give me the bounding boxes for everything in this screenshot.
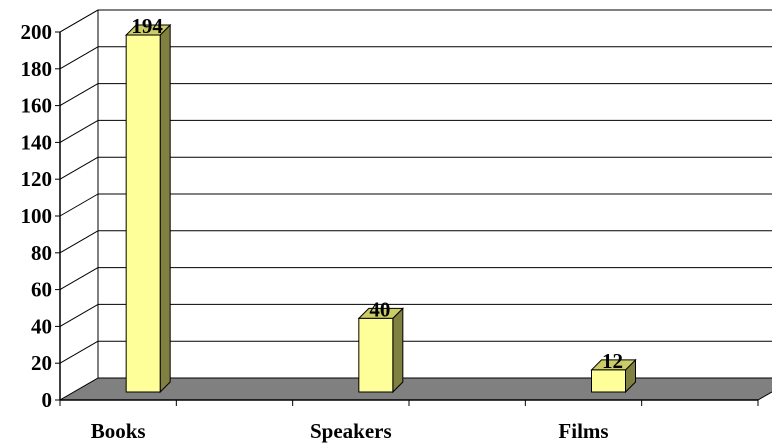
side-gridline [59, 156, 99, 180]
y-tick-label: 40 [31, 314, 52, 338]
side-gridline [59, 303, 99, 327]
gridlines [59, 9, 772, 364]
y-tick-label: 160 [21, 94, 53, 118]
side-gridline [59, 193, 99, 217]
bar-films [590, 358, 637, 394]
side-gridline [59, 46, 99, 70]
category-label: Speakers [310, 419, 392, 443]
bar-side-face [159, 23, 171, 394]
y-tick-label: 0 [42, 388, 53, 412]
data-label: 194 [131, 14, 163, 38]
bar-front-face [358, 317, 394, 393]
y-tick-label: 140 [21, 130, 53, 154]
side-gridline [59, 230, 99, 254]
y-tick-label: 60 [31, 278, 52, 302]
data-label: 12 [602, 349, 623, 373]
bar-side-face [392, 307, 404, 394]
bars [124, 23, 637, 394]
side-gridline [59, 267, 99, 291]
data-label: 40 [369, 297, 390, 321]
y-tick-label: 200 [21, 20, 53, 44]
y-tick-label: 100 [21, 204, 53, 228]
bar-books [124, 23, 172, 394]
y-tick-label: 180 [21, 57, 53, 81]
y-tick-label: 80 [31, 241, 52, 265]
y-tick-label: 20 [31, 351, 52, 375]
bar-front-face [591, 369, 626, 393]
category-label: Films [558, 419, 608, 443]
category-label: Books [91, 419, 146, 443]
labels: 194 Books 40 Speakers 12 Films [91, 14, 623, 443]
bar-speakers [357, 307, 405, 394]
side-gridline [59, 119, 99, 143]
side-gridline [59, 340, 99, 364]
y-axis-ticks: 0 20 40 60 80 100 120 140 160 180 200 [21, 20, 759, 412]
y-tick-label: 120 [21, 167, 53, 191]
bar-front-face [125, 34, 161, 393]
side-wall-top-edge [59, 9, 99, 33]
side-gridline [59, 83, 99, 107]
